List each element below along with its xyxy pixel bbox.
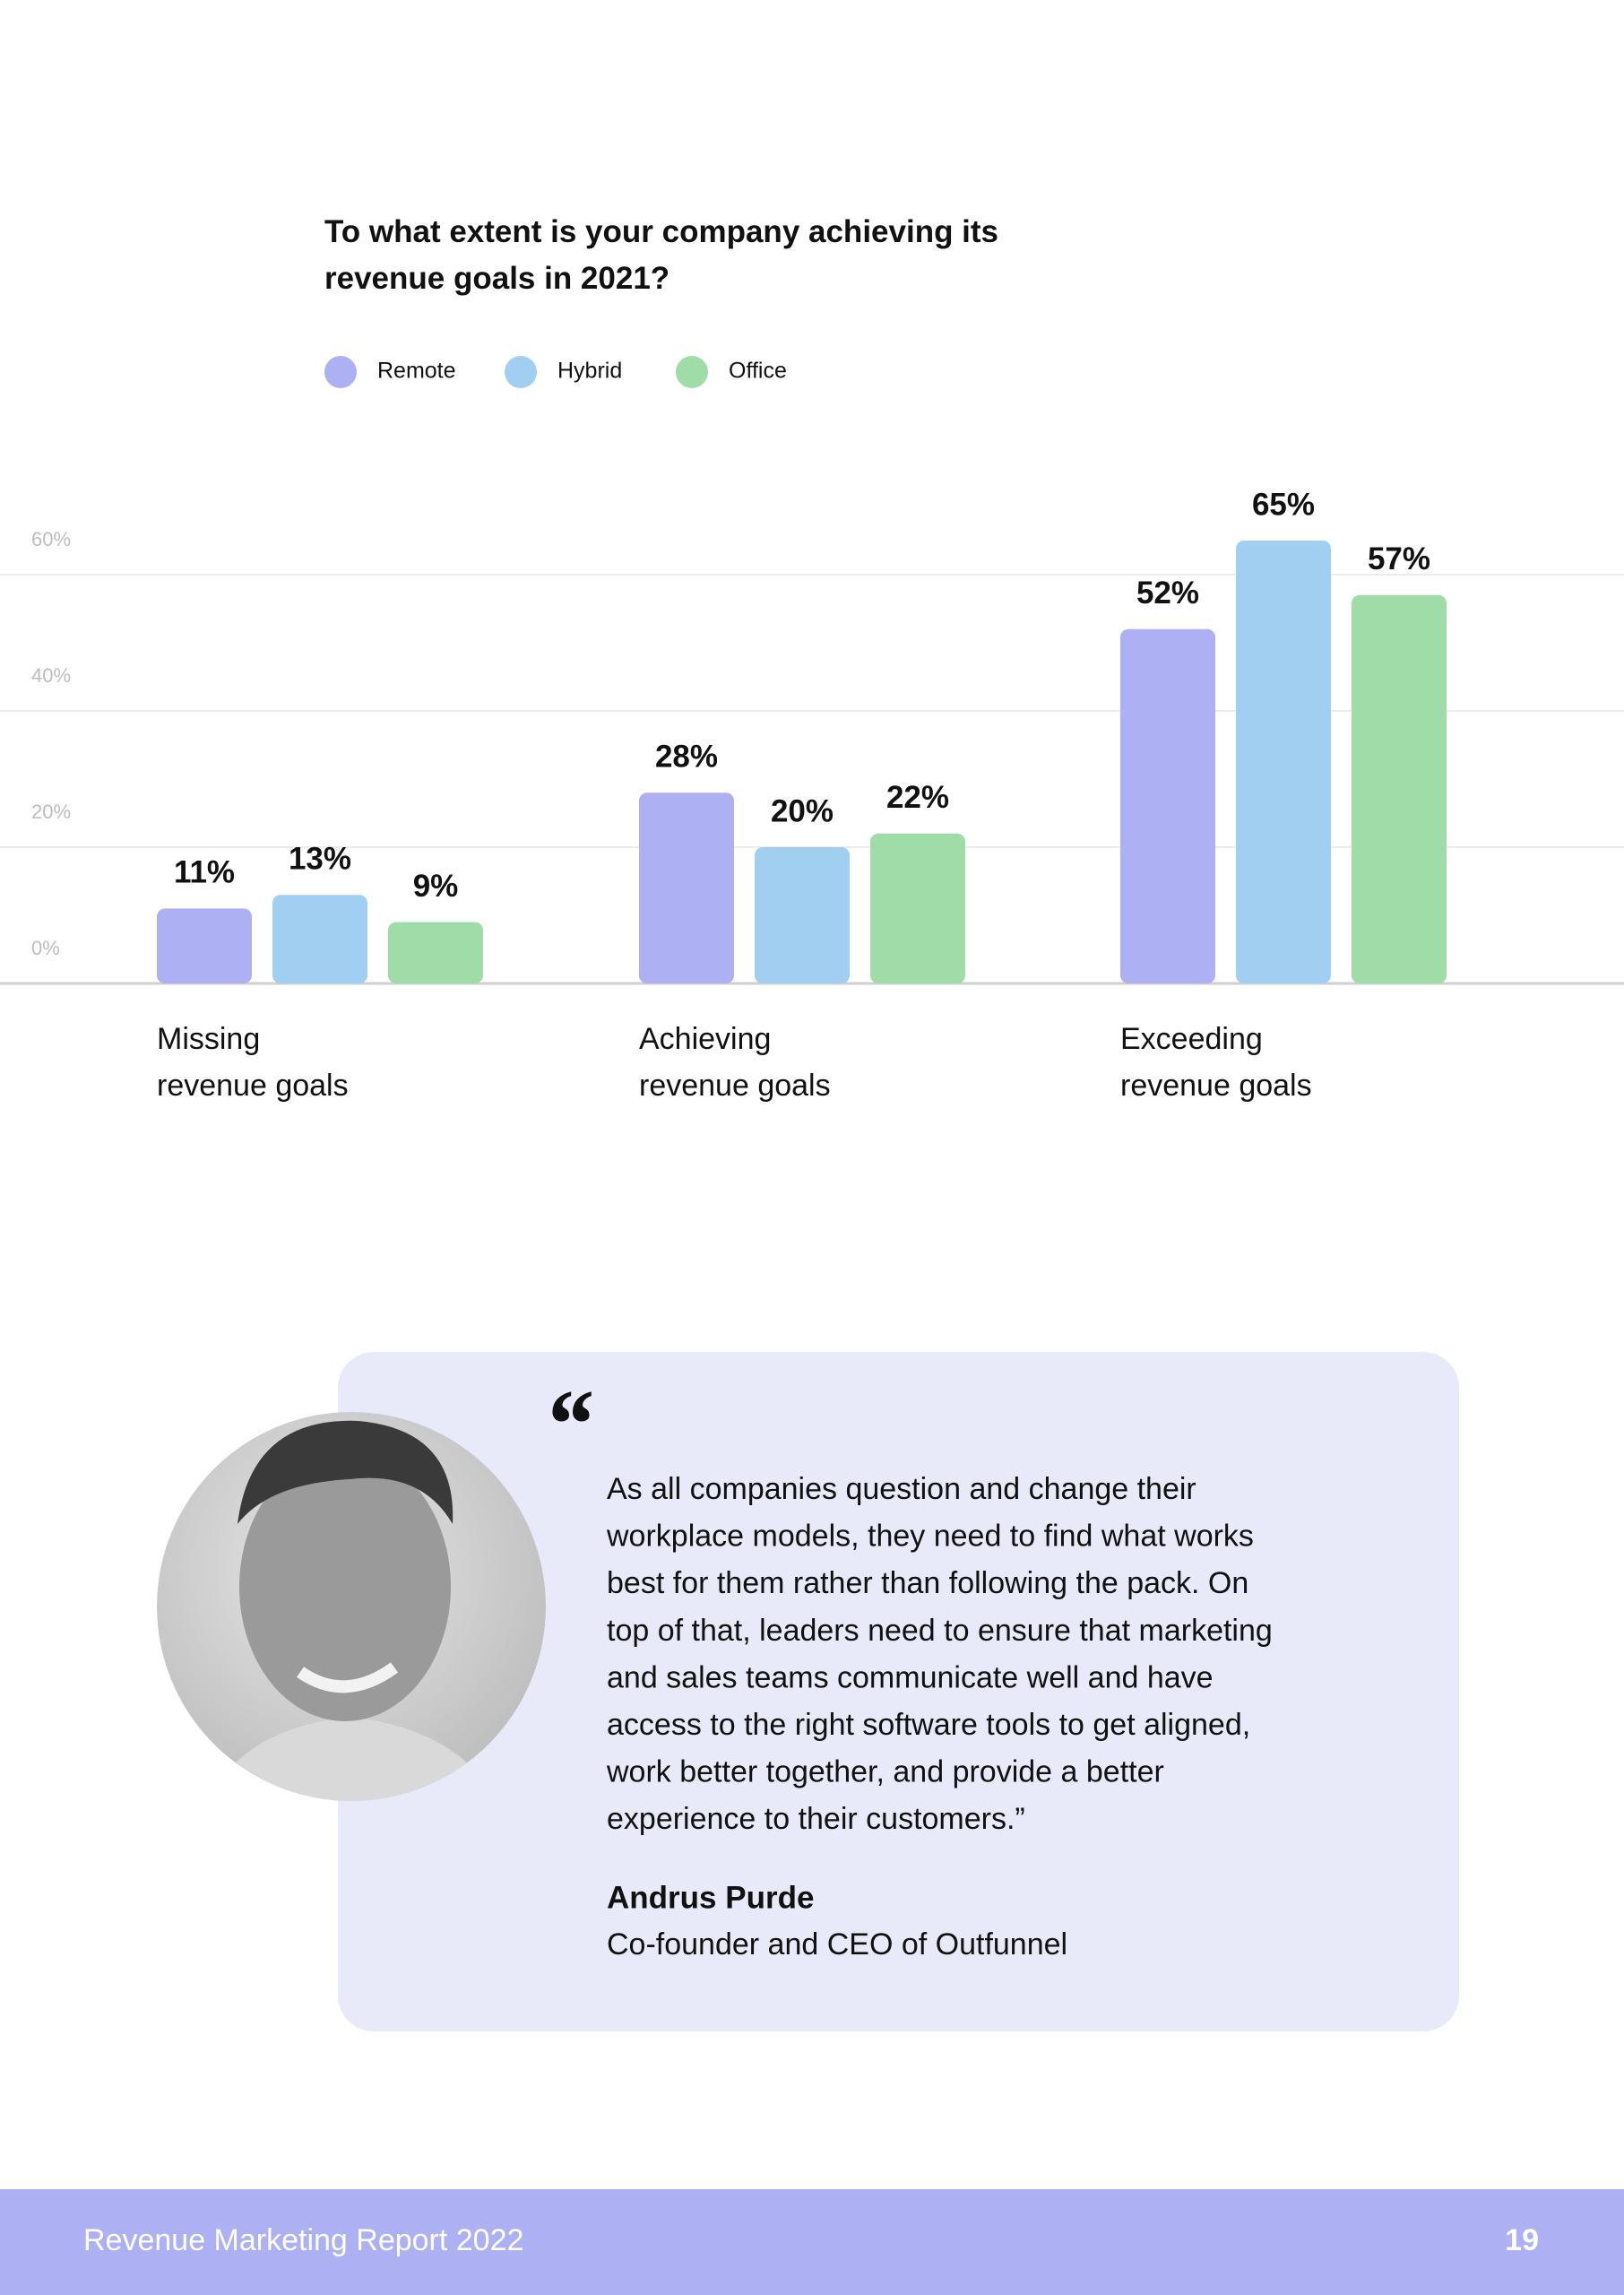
bar xyxy=(1120,628,1215,983)
legend-swatch xyxy=(676,356,708,388)
bar xyxy=(272,895,367,983)
x-tick-label: Missing revenue goals xyxy=(157,1022,349,1103)
bar xyxy=(157,908,252,983)
y-tick-label: 20% xyxy=(31,801,71,823)
quote-mark: “ xyxy=(543,1369,592,1478)
data-label: 13% xyxy=(289,841,351,876)
y-tick-label: 0% xyxy=(31,937,60,959)
y-tick-label: 40% xyxy=(31,664,71,687)
quote-line: access to the right software tools to ge… xyxy=(607,1708,1250,1742)
bar xyxy=(1236,541,1331,983)
quote-line: top of that, leaders need to ensure that… xyxy=(607,1614,1273,1648)
data-label: 57% xyxy=(1368,541,1430,576)
bar xyxy=(755,847,850,983)
data-label: 22% xyxy=(886,780,949,815)
legend-label: Hybrid xyxy=(557,359,622,384)
data-label: 65% xyxy=(1252,487,1315,522)
page-number: 19 xyxy=(1505,2223,1539,2257)
data-label: 28% xyxy=(655,739,718,774)
quote-line: As all companies question and change the… xyxy=(607,1472,1196,1506)
data-label: 11% xyxy=(174,855,235,890)
quote-line: best for them rather than following the … xyxy=(607,1566,1248,1600)
quote-card xyxy=(338,1352,1459,2031)
quote-author: Andrus Purde xyxy=(607,1880,814,1915)
quote-role: Co-founder and CEO of Outfunnel xyxy=(607,1927,1067,1962)
bar xyxy=(388,922,483,983)
quote-text: As all companies question and change the… xyxy=(606,1472,1273,1836)
data-label: 9% xyxy=(413,869,459,904)
x-tick-label: Exceeding revenue goals xyxy=(1120,1022,1312,1103)
quote-line: work better together, and provide a bett… xyxy=(606,1755,1164,1789)
quote-line: and sales teams communicate well and hav… xyxy=(607,1660,1214,1694)
legend-label: Remote xyxy=(377,359,456,384)
x-tick-label: Achieving revenue goals xyxy=(639,1022,831,1103)
legend-swatch xyxy=(324,356,357,388)
quote-line: experience to their customers.” xyxy=(607,1802,1025,1836)
footer-title: Revenue Marketing Report 2022 xyxy=(83,2223,523,2257)
quote-line: workplace models, they need to find what… xyxy=(606,1520,1254,1554)
data-label: 52% xyxy=(1136,576,1199,611)
data-label: 20% xyxy=(771,793,834,828)
legend-label: Office xyxy=(729,359,787,384)
footer xyxy=(0,2189,1624,2295)
legend-swatch xyxy=(505,356,537,388)
bar xyxy=(639,792,734,983)
bar xyxy=(1352,594,1447,983)
bar xyxy=(870,833,965,983)
y-tick-label: 60% xyxy=(31,528,71,550)
chart-title: To what extent is your company achieving… xyxy=(324,214,998,296)
